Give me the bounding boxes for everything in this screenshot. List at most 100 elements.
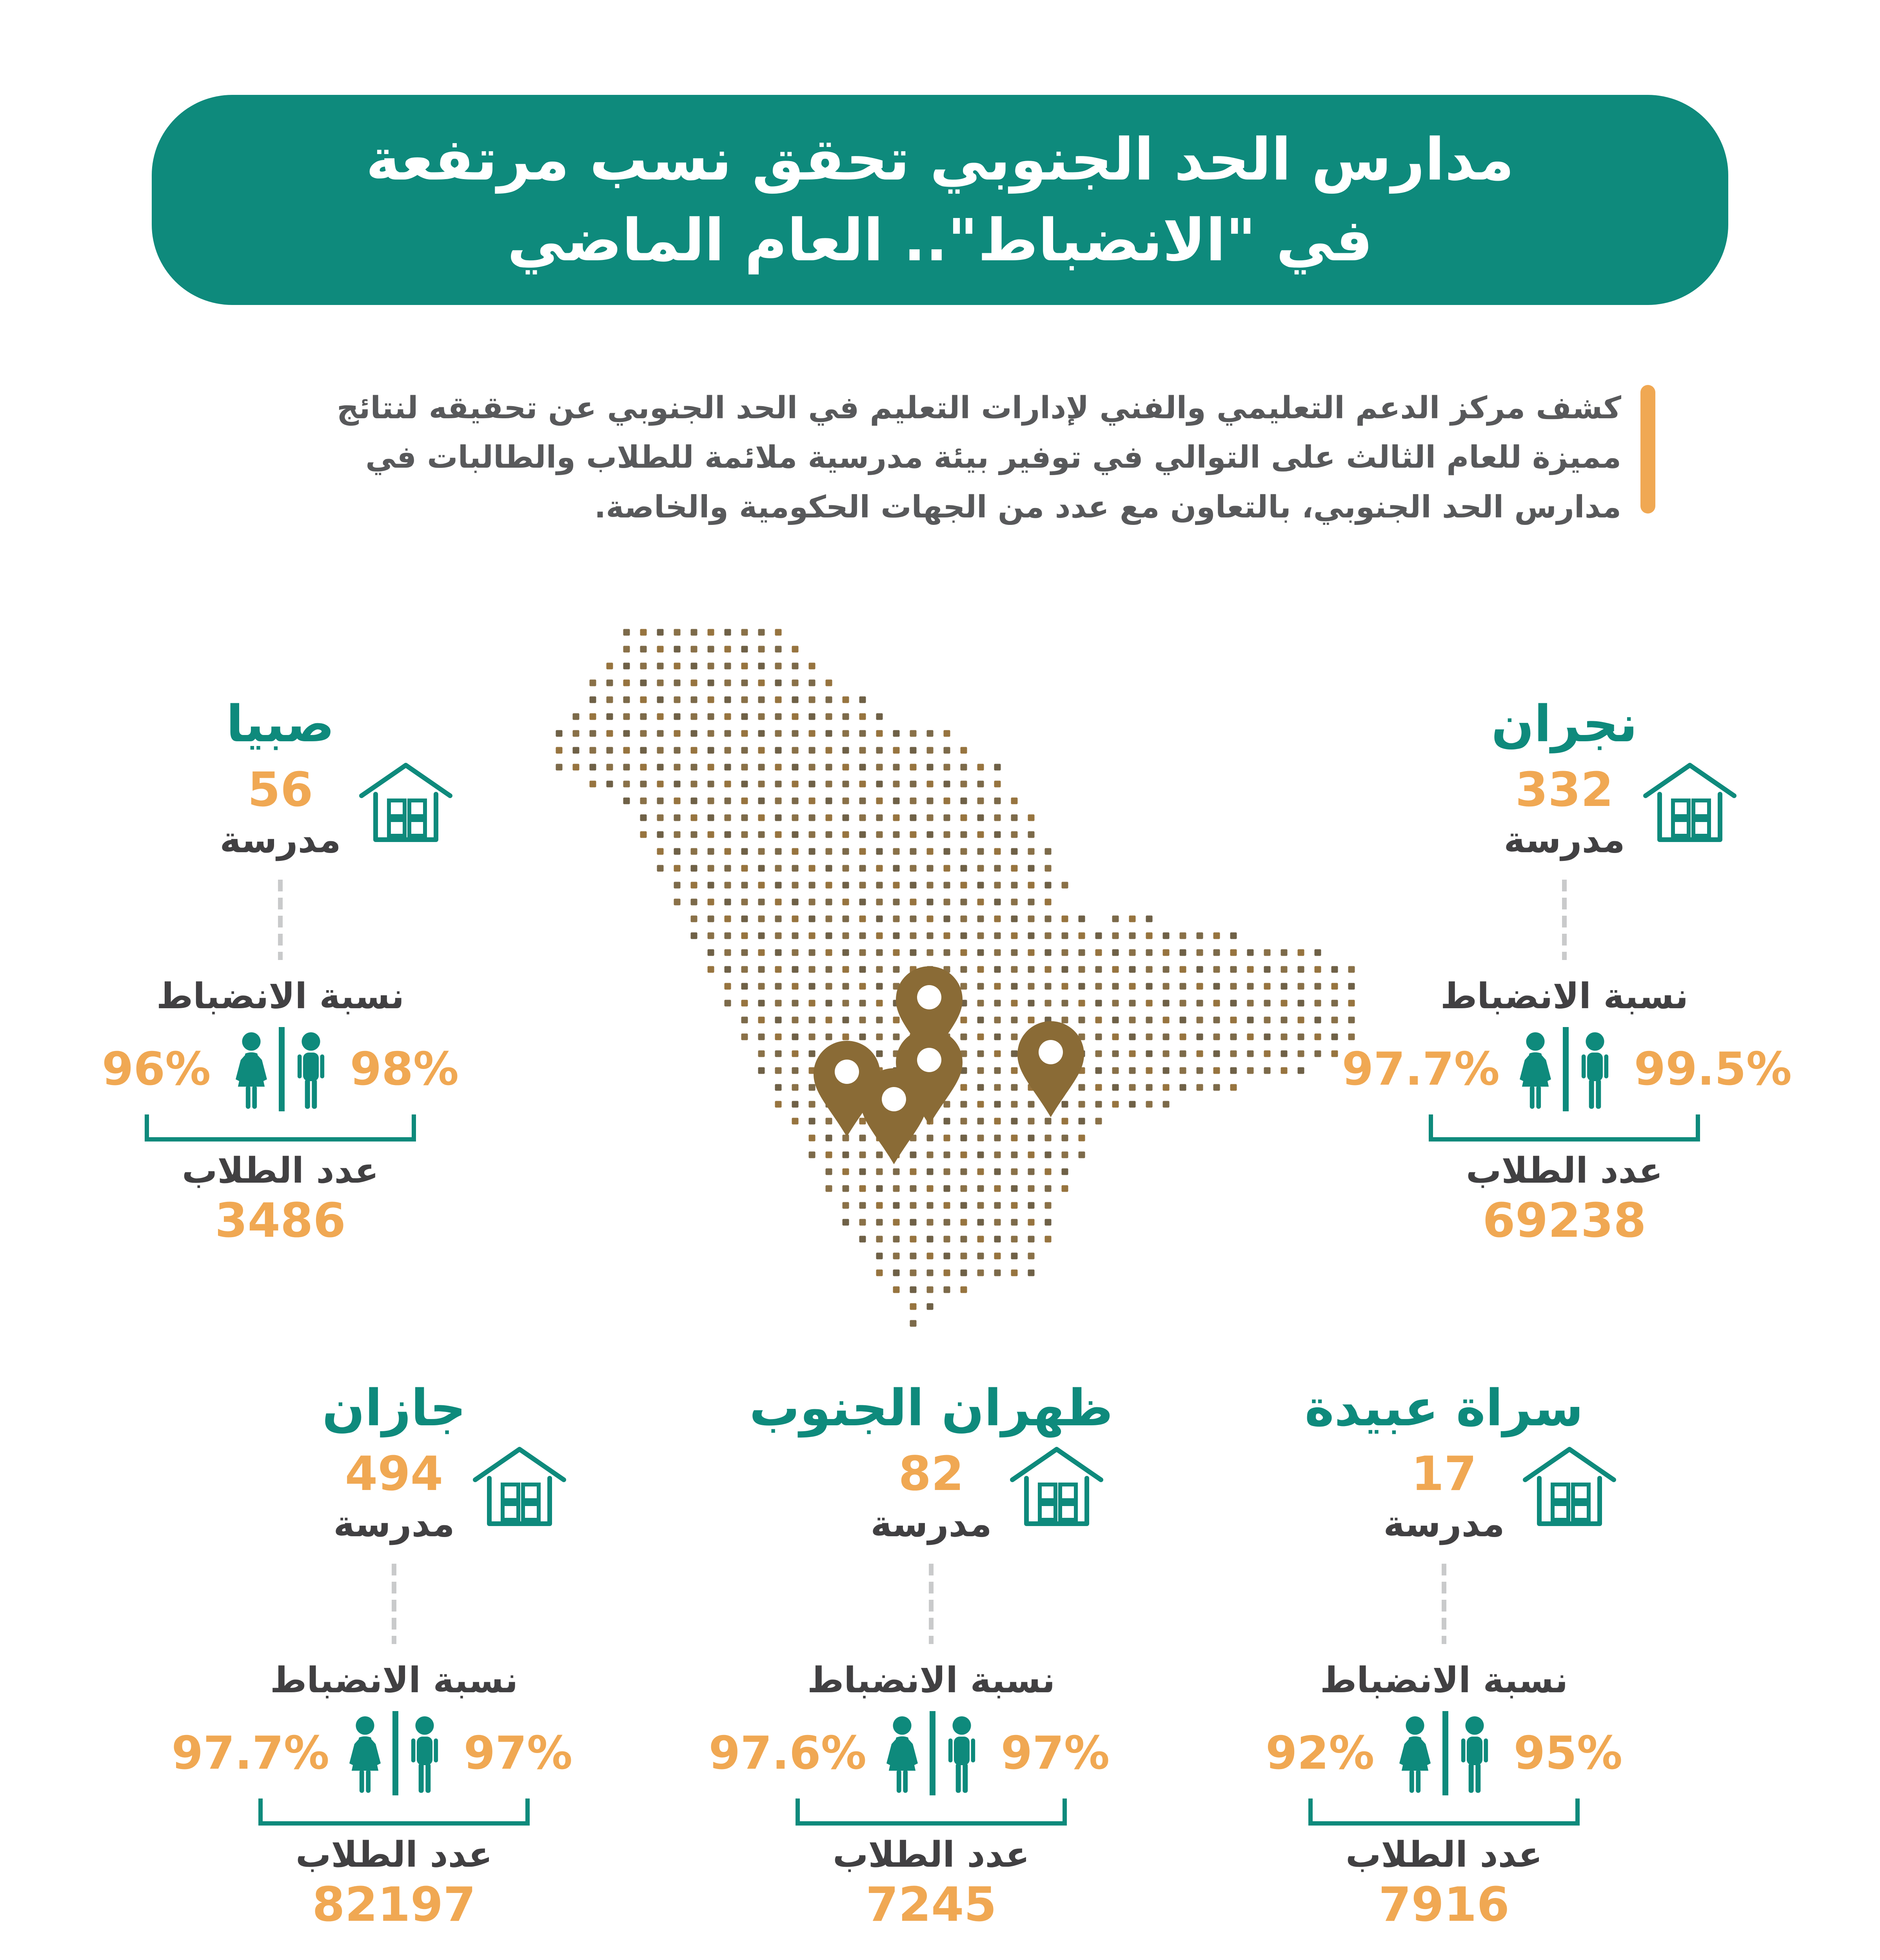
gender-rates-row: 97.6% (709, 1711, 1154, 1795)
female-icon (883, 1715, 921, 1795)
intro-line: مميزة للعام الثالث على التوالي في توفير … (365, 440, 1621, 475)
gender-divider-bar (929, 1711, 935, 1795)
region-name: جازان (322, 1379, 466, 1437)
gender-divider-bar (1442, 1711, 1448, 1795)
students-count: 82197 (312, 1878, 476, 1932)
region-block-sabya: صبيا 56 مدرسة نسبة الانضباط 96% (45, 692, 516, 1247)
students-label: عدد الطلاب (1466, 1150, 1663, 1191)
page-title-line2: في "الانضباط".. العام الماضي (507, 207, 1373, 274)
gender-divider-bar (392, 1711, 398, 1795)
school-label: مدرسة (220, 819, 341, 861)
students-count: 3486 (215, 1194, 346, 1248)
region-block-sarat-abidah: سراة عبيدة 17 مدرسة نسبة الانضباط 92% (1209, 1376, 1679, 1931)
female-rate: 92% (1265, 1727, 1375, 1780)
students-count: 69238 (1482, 1194, 1646, 1248)
gender-rates-row: 97.7% (1342, 1027, 1792, 1111)
intro-line: كشف مركز الدعم التعليمي والفني لإدارات ا… (336, 390, 1621, 426)
students-bracket (796, 1798, 1067, 1826)
schools-count: 332 (1515, 763, 1614, 817)
students-bracket (1429, 1114, 1700, 1142)
map-svg (556, 629, 1355, 1327)
discipline-rate-label: نسبة الانضباط (270, 1660, 518, 1701)
male-icon (1577, 1031, 1613, 1111)
students-label: عدد الطلاب (295, 1834, 493, 1875)
school-house-icon (357, 757, 455, 848)
gender-icons (233, 1027, 329, 1111)
school-house-icon (470, 1441, 569, 1532)
title-banner: مدارس الحد الجنوبي تحقق نسب مرتفعة في "ا… (152, 95, 1728, 305)
region-block-dhahran-aljanub: ظهران الجنوب 82 مدرسة نسبة الانضباط 97.6… (696, 1376, 1166, 1931)
female-icon (346, 1715, 384, 1795)
gender-rates-row: 97.7% (172, 1711, 617, 1795)
school-label: مدرسة (1383, 1503, 1505, 1545)
map-pin (896, 966, 963, 1062)
dashed-connector (1442, 1564, 1446, 1644)
region-name: سراة عبيدة (1304, 1379, 1584, 1437)
discipline-rate-label: نسبة الانضباط (156, 976, 405, 1017)
schools-count: 56 (247, 763, 313, 817)
school-house-icon (1641, 757, 1739, 848)
school-label: مدرسة (1504, 819, 1625, 861)
male-icon (944, 1715, 979, 1795)
male-rate: 98% (350, 1043, 459, 1096)
region-name: ظهران الجنوب (749, 1379, 1113, 1437)
gender-divider-bar (1562, 1027, 1569, 1111)
gender-rates-row: 96% (58, 1027, 503, 1111)
male-rate: 97% (1001, 1727, 1110, 1780)
female-icon (1517, 1031, 1554, 1111)
students-label: عدد الطلاب (182, 1150, 379, 1191)
discipline-rate-label: نسبة الانضباط (1320, 1660, 1568, 1701)
female-rate: 96% (102, 1043, 211, 1096)
students-bracket (1308, 1798, 1580, 1826)
gender-icons (883, 1711, 979, 1795)
gender-rates-row: 92% (1222, 1711, 1667, 1795)
male-icon (293, 1031, 329, 1111)
map-pin (896, 1029, 963, 1125)
saudi-arabia-dotted-map (510, 592, 1357, 1337)
schools-count: 82 (898, 1447, 964, 1501)
female-rate: 97.7% (1342, 1043, 1500, 1096)
students-count: 7245 (866, 1878, 997, 1932)
students-bracket (258, 1798, 530, 1826)
female-icon (233, 1031, 270, 1111)
map-pin (1017, 1021, 1084, 1117)
students-bracket (145, 1114, 416, 1142)
intro-paragraph: كشف مركز الدعم التعليمي والفني لإدارات ا… (257, 383, 1621, 532)
school-label: مدرسة (333, 1503, 455, 1545)
region-name: نجران (1491, 695, 1638, 753)
male-rate: 95% (1513, 1727, 1623, 1780)
female-rate: 97.6% (708, 1727, 866, 1780)
discipline-rate-label: نسبة الانضباط (807, 1660, 1055, 1701)
intro-accent-bar (1640, 385, 1655, 514)
schools-count: 494 (345, 1447, 443, 1501)
discipline-rate-label: نسبة الانضباط (1440, 976, 1689, 1017)
region-block-najran: نجران 332 مدرسة نسبة الانضباط 97.7% (1329, 692, 1800, 1247)
male-rate: 99.5% (1634, 1043, 1792, 1096)
map-pin (861, 1068, 927, 1164)
region-name: صبيا (226, 695, 335, 753)
students-label: عدد الطلاب (832, 1834, 1030, 1875)
male-rate: 97% (463, 1727, 573, 1780)
gender-icons (346, 1711, 442, 1795)
map-pin (814, 1041, 880, 1137)
male-icon (407, 1715, 442, 1795)
gender-icons (1517, 1027, 1613, 1111)
school-house-icon (1008, 1441, 1106, 1532)
female-rate: 97.7% (171, 1727, 329, 1780)
dashed-connector (278, 880, 283, 960)
male-icon (1457, 1715, 1492, 1795)
schools-count: 17 (1411, 1447, 1477, 1501)
region-block-jazan: جازان 494 مدرسة نسبة الانضباط 97.7% (159, 1376, 629, 1931)
students-label: عدد الطلاب (1345, 1834, 1543, 1875)
dashed-connector (929, 1564, 934, 1644)
school-label: مدرسة (870, 1503, 992, 1545)
school-house-icon (1520, 1441, 1618, 1532)
dashed-connector (392, 1564, 396, 1644)
dashed-connector (1562, 880, 1567, 960)
female-icon (1396, 1715, 1434, 1795)
page-title-line1: مدارس الحد الجنوبي تحقق نسب مرتفعة (366, 125, 1514, 193)
gender-divider-bar (278, 1027, 285, 1111)
gender-icons (1396, 1711, 1492, 1795)
students-count: 7916 (1379, 1878, 1509, 1932)
